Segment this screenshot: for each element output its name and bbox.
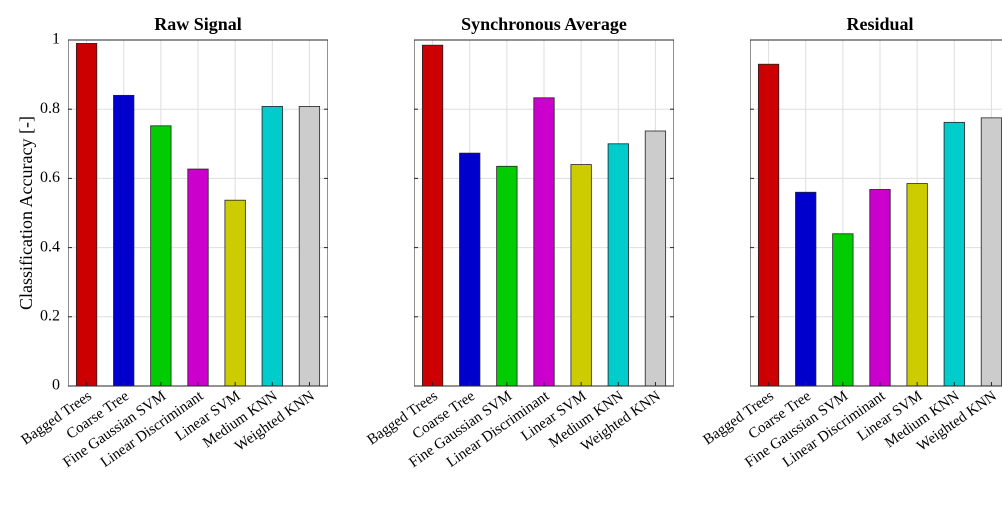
y-tick-label: 1: [52, 31, 60, 48]
bar-weighted-knn: [644, 130, 667, 387]
bar-bagged-trees: [421, 44, 444, 387]
bar-fine-gaussian-svm: [150, 125, 172, 387]
panel-title: Synchronous Average: [461, 14, 627, 34]
bar-bagged-trees: [75, 43, 98, 387]
bar-medium-knn: [943, 121, 965, 387]
panel-title: Raw Signal: [154, 14, 242, 34]
bar-linear-svm: [906, 183, 928, 387]
panel-title: Residual: [846, 14, 913, 34]
bar-coarse-tree: [459, 152, 481, 387]
bar-linear-discriminant: [869, 189, 891, 387]
y-axis-label: Classification Accuracy [-]: [16, 116, 36, 310]
y-tick-label: 0.6: [40, 169, 60, 186]
bar-fine-gaussian-svm: [496, 165, 518, 387]
bar-bagged-trees: [757, 63, 780, 387]
bar-coarse-tree: [795, 191, 817, 387]
y-tick-label: 0: [52, 377, 60, 394]
y-tick-label: 0.2: [40, 307, 60, 324]
y-tick-label: 0.8: [40, 100, 60, 117]
bar-linear-svm: [570, 164, 592, 387]
bar-fine-gaussian-svm: [832, 233, 854, 387]
bar-linear-discriminant: [187, 168, 209, 387]
bar-weighted-knn: [298, 106, 321, 387]
bar-linear-svm: [224, 199, 246, 387]
bar-medium-knn: [261, 106, 283, 387]
bar-weighted-knn: [980, 117, 1002, 387]
bar-medium-knn: [607, 143, 629, 387]
bar-coarse-tree: [113, 94, 135, 387]
bar-linear-discriminant: [533, 97, 555, 387]
y-tick-label: 0.4: [40, 238, 60, 255]
